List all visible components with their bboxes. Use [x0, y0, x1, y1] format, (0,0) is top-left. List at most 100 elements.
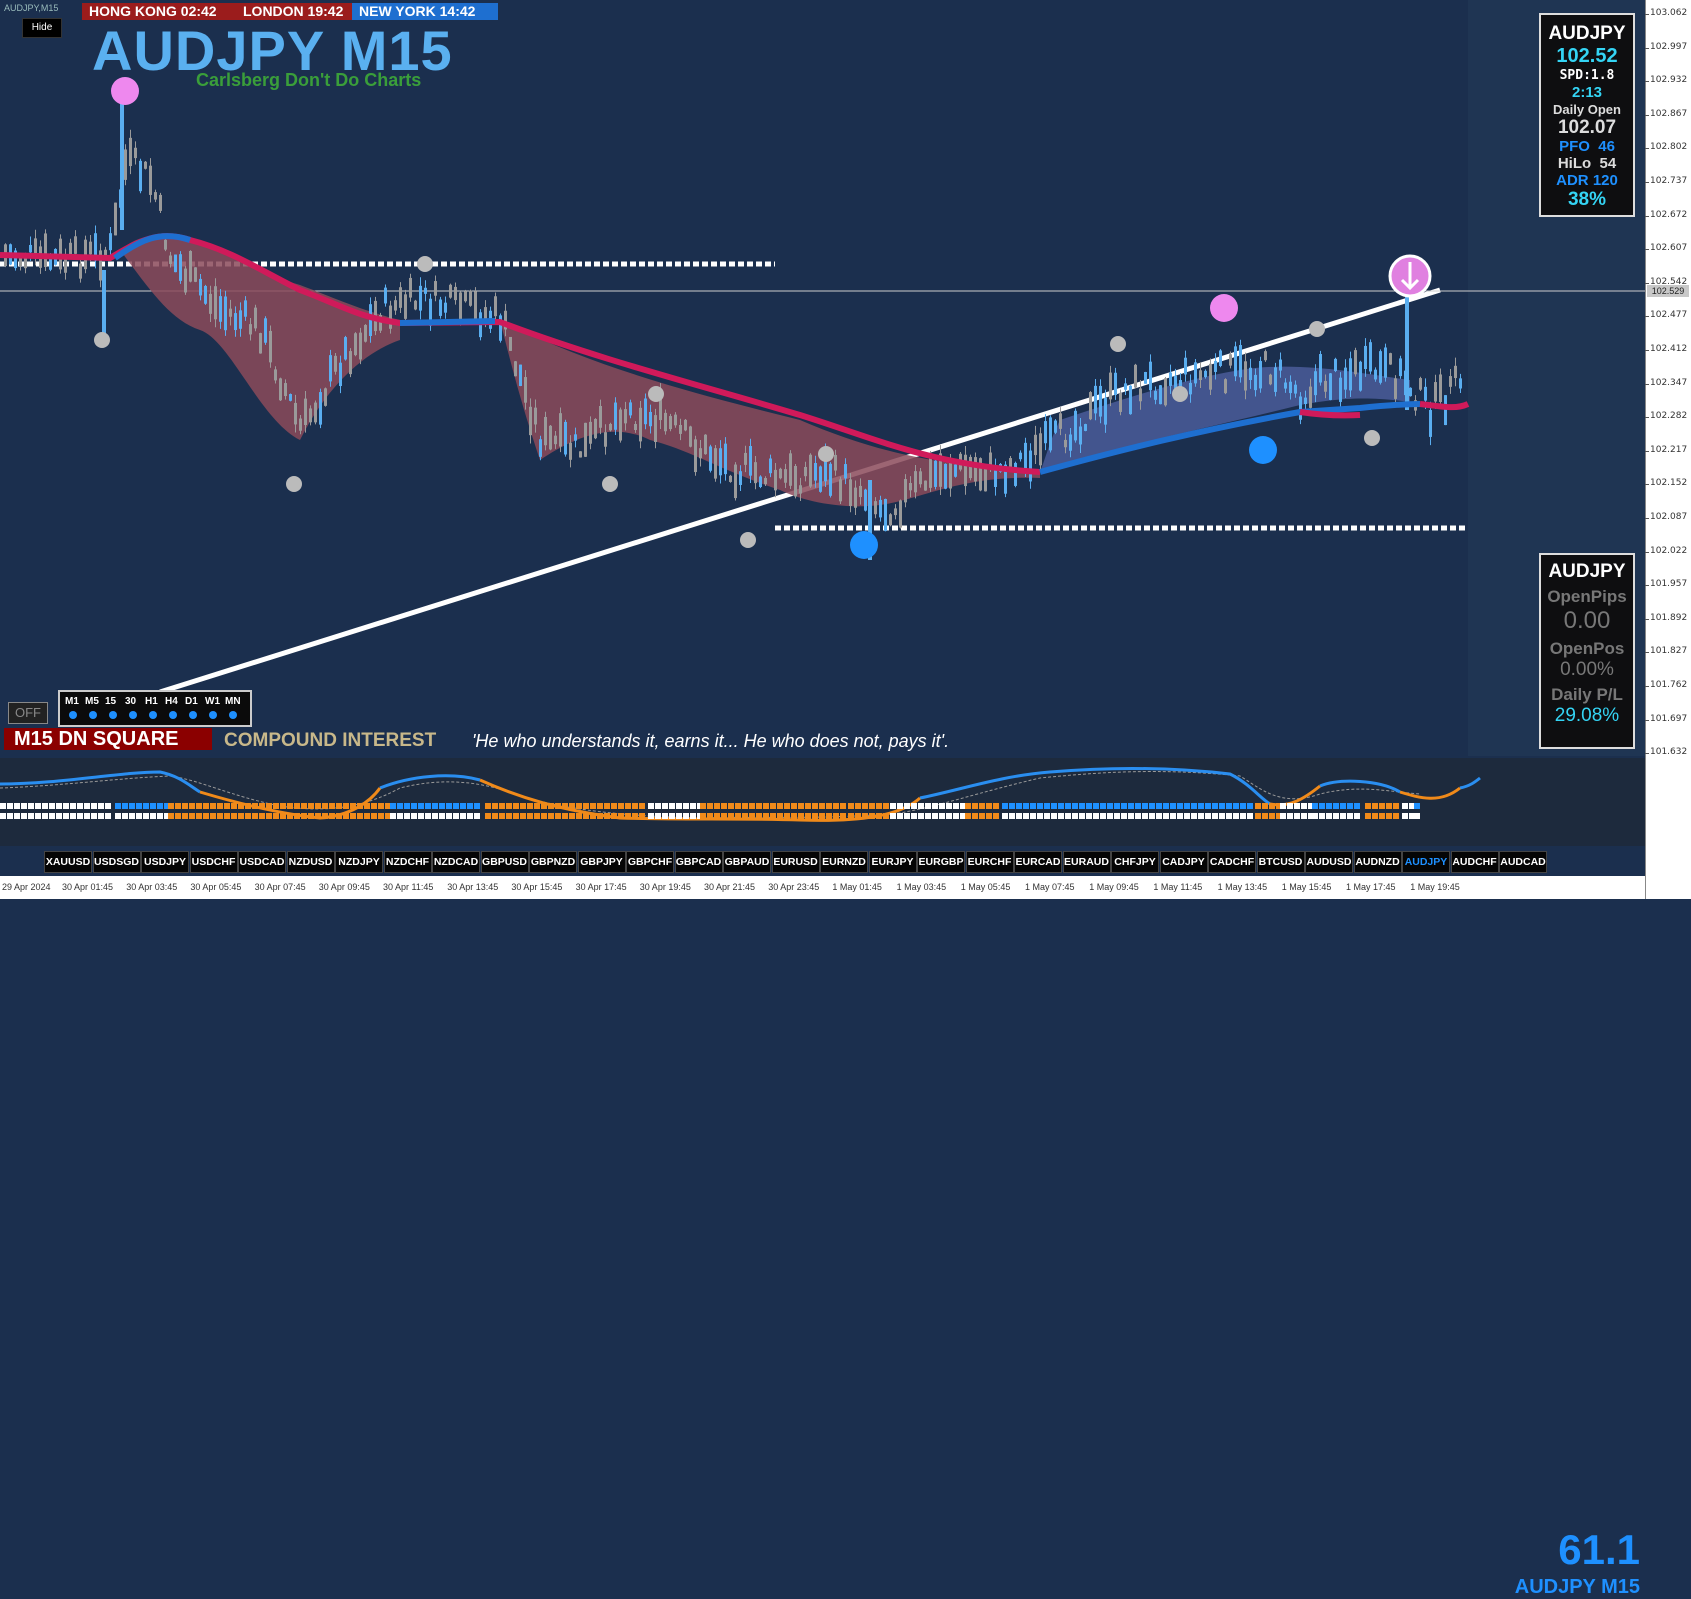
osc-bar	[897, 803, 903, 809]
pair-button-eurgbp[interactable]: EURGBP	[917, 851, 965, 873]
pair-button-xauusd[interactable]: XAUUSD	[44, 851, 92, 873]
candle-body	[1094, 385, 1097, 414]
osc-bar	[972, 803, 978, 809]
osc-bar	[1163, 813, 1169, 819]
price-scale[interactable]: 103.062 102.997 102.932 102.867 102.802 102.7…	[1644, 0, 1691, 899]
off-button[interactable]: OFF	[8, 702, 48, 724]
pair-button-gbpcad[interactable]: GBPCAD	[674, 851, 723, 873]
osc-bar	[1312, 813, 1318, 819]
osc-bar	[371, 813, 377, 819]
osc-bar	[520, 803, 526, 809]
pair-button-usdcad[interactable]: USDCAD	[238, 851, 286, 873]
pair-button-nzdjpy[interactable]: NZDJPY	[335, 851, 383, 873]
osc-bar	[1240, 813, 1246, 819]
osc-bar	[1114, 803, 1120, 809]
timeframe-dot[interactable]	[229, 711, 237, 719]
timeframe-dot[interactable]	[149, 711, 157, 719]
pos-open-pips-label: OpenPips	[1547, 587, 1627, 606]
timeframe-15[interactable]: 15	[105, 696, 117, 707]
timeframe-dot[interactable]	[129, 711, 137, 719]
osc-bar	[70, 803, 76, 809]
pair-button-euraud[interactable]: EURAUD	[1062, 851, 1111, 873]
timeframe-30[interactable]: 30	[125, 696, 137, 707]
pair-button-cadjpy[interactable]: CADJPY	[1159, 851, 1208, 873]
pair-button-eurnzd[interactable]: EURNZD	[820, 851, 868, 873]
timeframe-w1[interactable]: W1	[205, 696, 220, 707]
pair-button-usdchf[interactable]: USDCHF	[189, 851, 238, 873]
chart-area[interactable]: AUDJPY,M15 Hide HONG KONG 02:42 LONDON 1…	[0, 0, 1645, 756]
osc-bar	[897, 813, 903, 819]
timeframe-h1[interactable]: H1	[145, 696, 158, 707]
timeframe-d1[interactable]: D1	[185, 696, 198, 707]
timeframe-h4[interactable]: H4	[165, 696, 178, 707]
candle-body	[674, 414, 677, 426]
osc-bar	[1276, 803, 1282, 809]
pair-button-nzdcad[interactable]: NZDCAD	[432, 851, 480, 873]
pair-button-audjpy[interactable]: AUDJPY	[1402, 851, 1450, 873]
pair-button-usdjpy[interactable]: USDJPY	[141, 851, 189, 873]
timeframe-selector[interactable]: M1 M5 15 30 H1 H4 D1 W1 MN	[58, 690, 252, 727]
pair-button-chfjpy[interactable]: CHFJPY	[1111, 851, 1159, 873]
candle-body	[299, 418, 302, 431]
timeframe-dot[interactable]	[189, 711, 197, 719]
osc-bar	[301, 803, 307, 809]
pair-button-audcad[interactable]: AUDCAD	[1499, 851, 1547, 873]
candle-body	[949, 462, 952, 489]
pair-button-gbpjpy[interactable]: GBPJPY	[577, 851, 626, 873]
pair-button-audchf[interactable]: AUDCHF	[1450, 851, 1499, 873]
pair-button-nzdchf[interactable]: NZDCHF	[383, 851, 432, 873]
hide-button[interactable]: Hide	[22, 18, 62, 38]
pair-button-eurcad[interactable]: EURCAD	[1014, 851, 1062, 873]
pair-button-usdsgd[interactable]: USDSGD	[92, 851, 141, 873]
candle-body	[144, 161, 147, 169]
pair-button-gbpchf[interactable]: GBPCHF	[626, 851, 674, 873]
pair-button-audnzd[interactable]: AUDNZD	[1353, 851, 1402, 873]
osc-bar	[175, 813, 181, 819]
pair-button-eurjpy[interactable]: EURJPY	[868, 851, 917, 873]
osc-bar	[1093, 803, 1099, 809]
timeframe-dot[interactable]	[69, 711, 77, 719]
pair-button-audusd[interactable]: AUDUSD	[1305, 851, 1353, 873]
candle-body	[24, 257, 27, 269]
indicator-panel: 61.1 AUDJPY M15	[0, 758, 1645, 1598]
timeframe-m5[interactable]: M5	[85, 696, 99, 707]
candle-body	[349, 351, 352, 375]
osc-bar	[534, 813, 540, 819]
pair-button-eurchf[interactable]: EURCHF	[965, 851, 1014, 873]
pair-button-nzdusd[interactable]: NZDUSD	[286, 851, 335, 873]
pair-button-btcusd[interactable]: BTCUSD	[1256, 851, 1305, 873]
info-adr: ADR 120	[1541, 172, 1633, 189]
timeframe-dot[interactable]	[169, 711, 177, 719]
candle-body	[234, 313, 237, 331]
timeframe-mn[interactable]: MN	[225, 696, 241, 707]
osc-bar	[1372, 803, 1378, 809]
pair-button-gbpusd[interactable]: GBPUSD	[480, 851, 529, 873]
osc-bar	[604, 803, 610, 809]
timeframe-dot[interactable]	[89, 711, 97, 719]
candle-body	[649, 411, 652, 427]
osc-bar	[946, 813, 952, 819]
info-bid: 102.52	[1556, 45, 1618, 67]
candle-body	[199, 278, 202, 296]
osc-bar	[350, 813, 356, 819]
candle-body	[594, 418, 597, 439]
candle-body	[1069, 434, 1072, 451]
osc-bar	[343, 803, 349, 809]
candle-body	[414, 300, 417, 310]
candle-body	[559, 413, 562, 447]
pair-button-gbpaud[interactable]: GBPAUD	[723, 851, 771, 873]
candle-body	[1209, 363, 1212, 390]
timeframe-dot[interactable]	[109, 711, 117, 719]
timeframe-dot[interactable]	[209, 711, 217, 719]
osc-bar	[965, 803, 971, 809]
timeframe-m1[interactable]: M1	[65, 696, 79, 707]
osc-bar	[819, 813, 825, 819]
pair-button-gbpnzd[interactable]: GBPNZD	[529, 851, 577, 873]
signal-dot-blue	[850, 531, 878, 559]
pair-button-eurusd[interactable]: EURUSD	[771, 851, 820, 873]
osc-bar	[1107, 813, 1113, 819]
pair-button-cadchf[interactable]: CADCHF	[1208, 851, 1256, 873]
price-chart[interactable]	[0, 0, 1645, 756]
candle-body	[1324, 380, 1327, 392]
osc-bar	[548, 813, 554, 819]
